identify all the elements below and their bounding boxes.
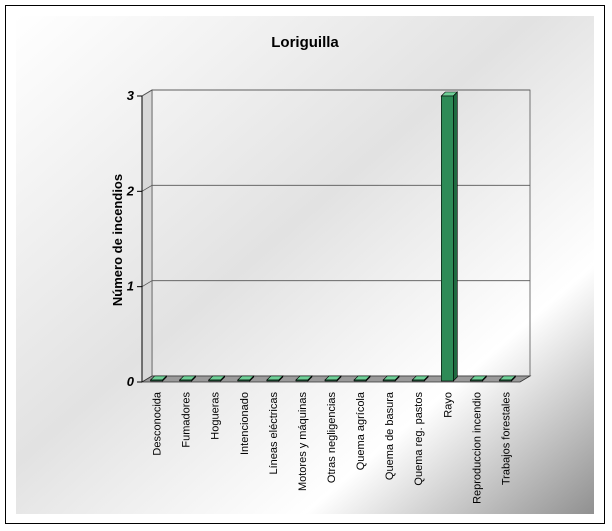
bar: [150, 379, 163, 382]
x-tick-label: Trabajos forestales: [500, 392, 512, 486]
x-tick-label: Intencionado: [239, 392, 251, 455]
x-tick-label: Fumadores: [181, 392, 193, 448]
x-tick-label: Reproduccion incendio: [471, 392, 483, 504]
bar: [382, 379, 396, 382]
bar: [499, 379, 512, 382]
x-tick-label: Quema de basura: [384, 391, 396, 480]
bar: [411, 379, 425, 382]
bar: [295, 379, 309, 382]
gridline-depth: [141, 184, 153, 192]
x-tick-label: Otras negligencias: [326, 392, 338, 484]
bar: [237, 379, 251, 382]
x-tick-label: Motores y máquinas: [297, 392, 309, 492]
x-tick-label: Rayo: [442, 392, 454, 418]
gridline-depth: [141, 89, 153, 97]
x-tick-label: Quema agrícola: [355, 391, 367, 470]
bar: [441, 95, 454, 382]
bar: [179, 379, 192, 382]
left-wall: [141, 89, 153, 383]
chart-frame: [5, 5, 605, 524]
bar: [266, 379, 280, 382]
plot-background: [16, 16, 594, 514]
gridline-depth: [141, 280, 153, 288]
x-tick-label: Hogueras: [210, 392, 222, 440]
y-axis-label: Número de incendios: [110, 174, 125, 306]
chart-title: Loriguilla: [271, 34, 339, 51]
x-tick-label: Quema reg. pastos: [413, 392, 425, 486]
x-tick-label: Líneas eléctricas: [268, 392, 280, 475]
bar: [353, 379, 367, 382]
y-tick-label: 3: [127, 88, 135, 103]
y-tick-label: 2: [126, 183, 135, 198]
bar: [324, 379, 338, 382]
bar: [470, 379, 483, 382]
x-tick-label: Desconocida: [152, 391, 164, 455]
y-tick-label: 0: [127, 374, 135, 389]
bar: [208, 379, 221, 382]
y-tick-label: 1: [127, 279, 134, 294]
bar-side: [453, 91, 458, 382]
